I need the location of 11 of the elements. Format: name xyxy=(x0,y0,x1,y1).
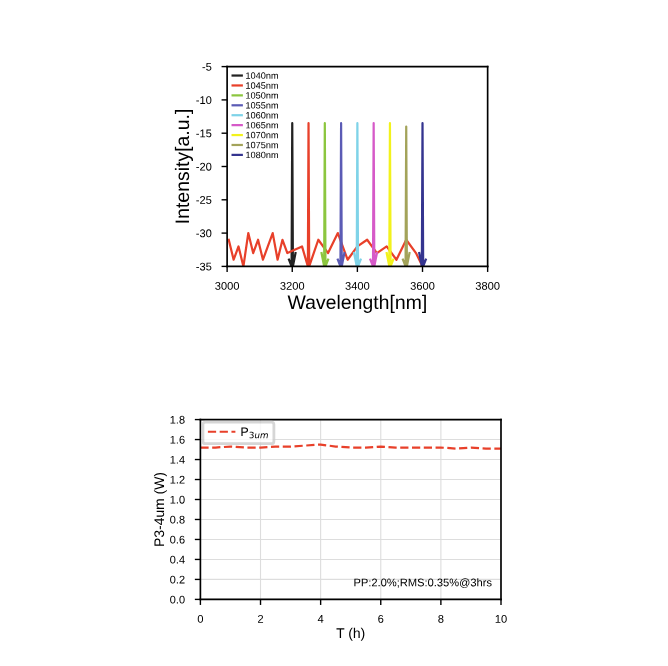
line-series xyxy=(336,122,346,267)
line-series xyxy=(385,122,395,267)
line-series xyxy=(353,122,362,267)
line-series xyxy=(227,122,424,267)
line-series xyxy=(369,122,379,267)
y-axis-title: Intensity[a.u.] xyxy=(174,110,194,223)
line-series xyxy=(418,122,427,267)
line-series xyxy=(320,122,330,267)
x-axis-title: Wavelength[nm] xyxy=(287,294,426,313)
line-series xyxy=(401,125,411,267)
line-series xyxy=(287,122,297,267)
